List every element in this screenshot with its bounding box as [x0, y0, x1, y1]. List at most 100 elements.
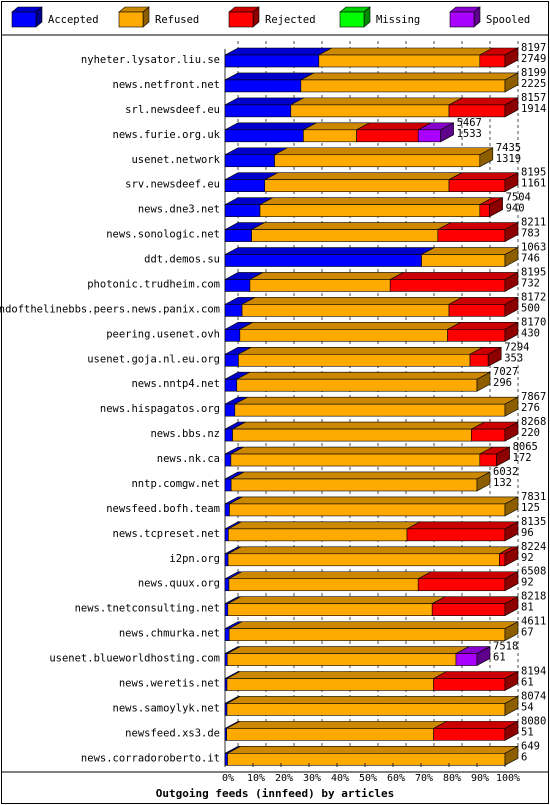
legend-swatch	[228, 11, 254, 28]
offered-count: 8074	[521, 690, 546, 702]
offered-count: 8195	[521, 266, 546, 278]
category-label: usenet.goja.nl.eu.org	[87, 353, 220, 365]
bar-segment-refused	[226, 721, 447, 741]
legend-swatch	[339, 11, 365, 28]
category-label: news.weretis.net	[119, 678, 220, 690]
category-label: news.chmurka.net	[119, 628, 220, 640]
bar-front	[479, 453, 497, 467]
bar-top	[274, 147, 493, 156]
bar-front	[226, 678, 434, 691]
bar-top	[318, 47, 493, 56]
bar-side	[504, 421, 519, 442]
accepted-count: 54	[521, 701, 534, 713]
bar-top	[227, 596, 446, 604]
legend-label: Accepted	[48, 14, 99, 26]
bar-segment-accepted	[224, 247, 435, 267]
bar-segment-refused	[318, 47, 493, 68]
bar-top	[433, 721, 519, 729]
bar-front	[234, 403, 506, 417]
tick-label: 90%	[471, 773, 489, 784]
bar-side	[504, 47, 519, 68]
offered-count: 8195	[521, 167, 546, 179]
offered-count: 8218	[521, 591, 546, 603]
bar-side	[476, 371, 491, 392]
bar-front	[224, 353, 239, 367]
accepted-count: 125	[521, 502, 540, 514]
bar-segment-refused	[226, 671, 447, 691]
bar-side	[489, 197, 503, 218]
bar-side	[504, 72, 519, 93]
bar-front	[224, 204, 261, 217]
bar-segment-refused	[227, 546, 513, 567]
bar-segment-refused	[421, 247, 519, 268]
bar-front	[224, 104, 292, 118]
bar-front	[236, 378, 478, 392]
bar-side	[504, 321, 519, 342]
offered-count: 8194	[521, 666, 546, 678]
category-label: news.bbs.nz	[150, 428, 220, 440]
bar-top	[259, 197, 493, 205]
bar-segment-rejected	[448, 172, 519, 193]
bar-side	[504, 546, 519, 567]
bar-segment-rejected	[447, 321, 519, 342]
bar-front	[224, 403, 236, 417]
legend-item: Rejected	[228, 6, 316, 28]
bar-front	[417, 129, 441, 143]
category-label: news.samoylyk.net	[113, 702, 220, 714]
bar-top	[230, 446, 493, 455]
bar-front	[356, 129, 419, 143]
tick-label: 100%	[496, 773, 520, 784]
bar-segment-refused	[303, 122, 370, 143]
bar-front	[469, 353, 489, 367]
offered-count: 8199	[521, 67, 546, 79]
bar-side	[504, 621, 519, 642]
offered-count: 649	[521, 740, 540, 752]
accepted-count: 732	[521, 277, 540, 289]
offered-count: 7867	[521, 391, 546, 403]
tick-label: 50%	[359, 773, 377, 784]
tick-label: 40%	[331, 773, 349, 784]
bar-front	[224, 628, 230, 641]
category-label: news.netfront.net	[113, 79, 220, 91]
bar-side	[487, 346, 502, 367]
bar-front	[224, 653, 228, 666]
bar-top	[290, 97, 463, 106]
accepted-count: 81	[521, 602, 534, 614]
bar-top	[226, 696, 519, 704]
bar-segment-refused	[239, 322, 461, 342]
offered-count: 6032	[493, 466, 518, 478]
bar-top	[264, 172, 463, 180]
tick-label: 70%	[415, 773, 433, 784]
bar-segment-accepted	[224, 172, 278, 192]
bar-top	[406, 521, 519, 530]
bar-front	[224, 503, 230, 517]
bar-segment-rejected	[479, 197, 503, 218]
category-label: srl.newsdeef.eu	[125, 104, 220, 116]
legend-item: Accepted	[11, 6, 99, 28]
category-label: endofthelinebbs.peers.news.panix.com	[0, 303, 220, 315]
bar-top	[421, 247, 519, 255]
accepted-count: 353	[504, 352, 523, 364]
bar-front	[230, 453, 481, 467]
bar-top	[229, 621, 519, 629]
accepted-count: 96	[521, 527, 534, 539]
category-label: nntp.comgw.net	[131, 478, 220, 490]
bar-segment-refused	[228, 621, 519, 642]
bar-segment-accepted	[224, 272, 264, 292]
category-label: usenet.blueworldhosting.com	[49, 653, 220, 665]
bar-front	[224, 79, 302, 93]
bar-top	[390, 272, 519, 280]
category-label: news.tnetconsulting.net	[75, 603, 220, 615]
